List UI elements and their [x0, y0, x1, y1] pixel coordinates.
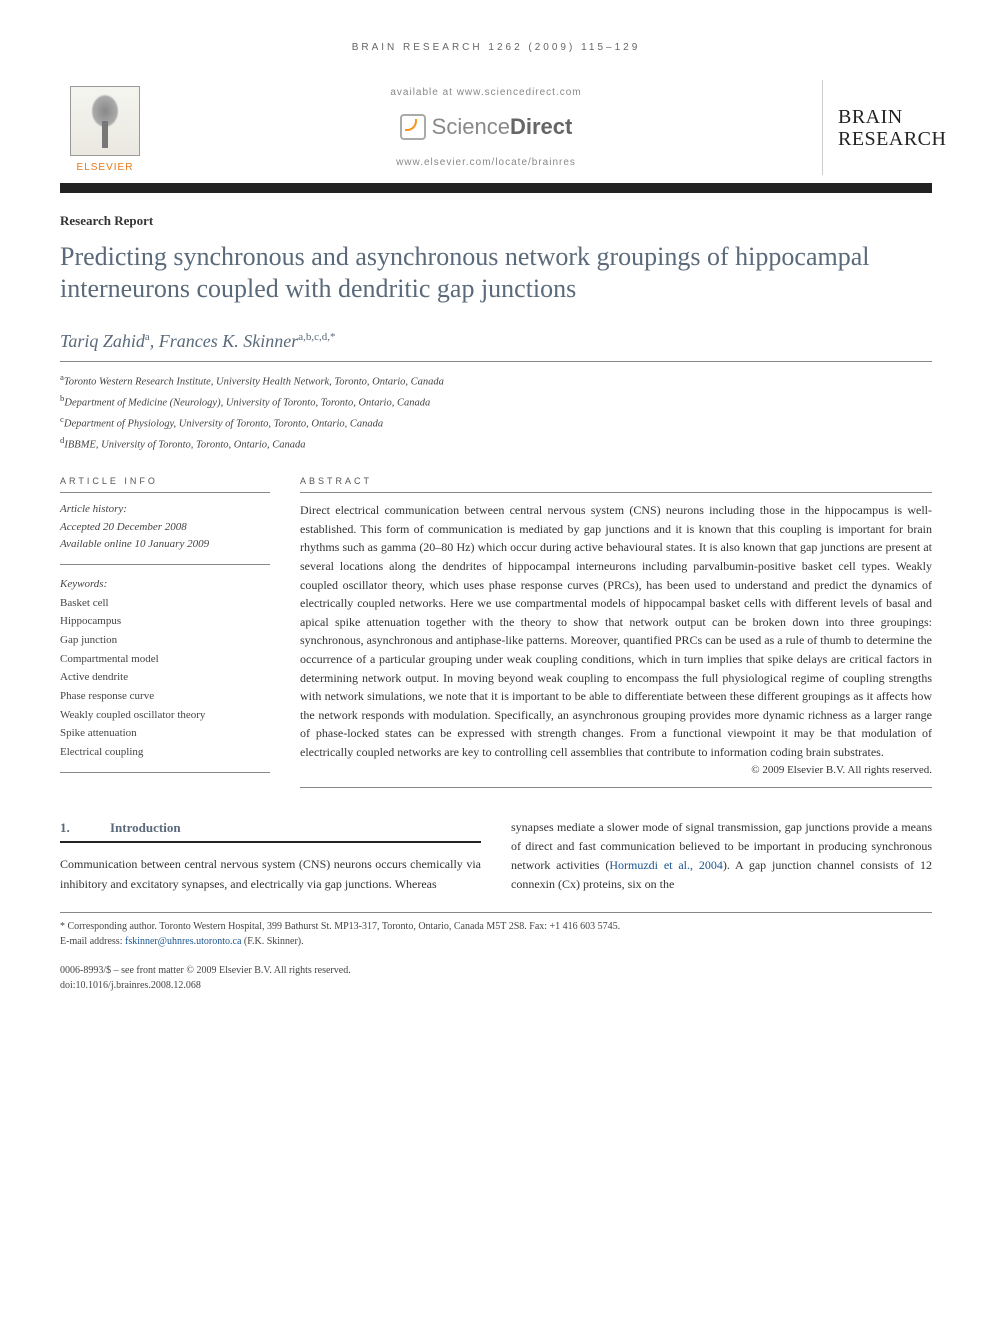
affiliations: aToronto Western Research Institute, Uni… [60, 370, 932, 455]
issn-line: 0006-8993/$ – see front matter © 2009 El… [60, 963, 932, 978]
sd-light: Science [432, 114, 510, 139]
keyword: Phase response curve [60, 687, 270, 706]
intro-para-1-cont: synapses mediate a slower mode of signal… [511, 818, 932, 895]
author-1: Tariq Zahid [60, 331, 145, 351]
online-date: Available online 10 January 2009 [60, 538, 209, 550]
publisher-name: ELSEVIER [77, 160, 134, 175]
section-heading: 1. Introduction [60, 818, 481, 844]
center-links: available at www.sciencedirect.com Scien… [150, 85, 822, 170]
article-history: Article history: Accepted 20 December 20… [60, 501, 270, 565]
doi-line: doi:10.1016/j.brainres.2008.12.068 [60, 978, 932, 993]
keywords-label: Keywords: [60, 575, 270, 594]
affiliation-b: bDepartment of Medicine (Neurology), Uni… [60, 391, 932, 412]
journal-cover: BRAIN RESEARCH [822, 80, 932, 175]
info-abstract-row: ARTICLE INFO Article history: Accepted 2… [60, 475, 932, 788]
article-type: Research Report [60, 211, 932, 231]
running-head: BRAIN RESEARCH 1262 (2009) 115–129 [60, 40, 932, 55]
author-2: Frances K. Skinner [159, 331, 298, 351]
thick-rule [60, 183, 932, 193]
history-label: Article history: [60, 501, 270, 519]
section-title: Introduction [110, 818, 181, 839]
article-title: Predicting synchronous and asynchronous … [60, 241, 932, 306]
abstract-text: Direct electrical communication between … [300, 501, 932, 787]
keywords-block: Keywords: Basket cell Hippocampus Gap ju… [60, 575, 270, 773]
elsevier-tree-icon [70, 86, 140, 156]
keyword: Gap junction [60, 631, 270, 650]
keyword: Electrical coupling [60, 743, 270, 762]
affiliation-c: cDepartment of Physiology, University of… [60, 412, 932, 433]
journal-name-line1: BRAIN [838, 106, 903, 128]
keyword: Active dendrite [60, 668, 270, 687]
email-link[interactable]: fskinner@uhnres.utoronto.ca [125, 936, 241, 947]
author-2-aff: a,b,c,d,* [298, 331, 335, 343]
author-1-aff: a [145, 331, 150, 343]
abstract-column: ABSTRACT Direct electrical communication… [300, 475, 932, 788]
footer-meta: 0006-8993/$ – see front matter © 2009 El… [60, 963, 932, 993]
elsevier-logo: ELSEVIER [60, 80, 150, 175]
abstract-head: ABSTRACT [300, 475, 932, 494]
intro-para-1: Communication between central nervous sy… [60, 855, 481, 893]
body-col-left: 1. Introduction Communication between ce… [60, 818, 481, 895]
keyword: Spike attenuation [60, 724, 270, 743]
section-number: 1. [60, 818, 110, 839]
sciencedirect-icon [400, 114, 426, 140]
keyword: Basket cell [60, 594, 270, 613]
corr-author-line: * Corresponding author. Toronto Western … [60, 919, 932, 934]
authors: Tariq Zahida, Frances K. Skinnera,b,c,d,… [60, 328, 932, 355]
sd-bold: Direct [510, 114, 572, 139]
keyword: Weakly coupled oscillator theory [60, 706, 270, 725]
author-rule [60, 361, 932, 362]
article-info-head: ARTICLE INFO [60, 475, 270, 494]
affiliation-d: dIBBME, University of Toronto, Toronto, … [60, 433, 932, 454]
footnote-rule [60, 912, 932, 913]
keyword: Hippocampus [60, 612, 270, 631]
body-col-right: synapses mediate a slower mode of signal… [511, 818, 932, 895]
corresponding-footnote: * Corresponding author. Toronto Western … [60, 919, 932, 949]
keyword: Compartmental model [60, 650, 270, 669]
body-columns: 1. Introduction Communication between ce… [60, 818, 932, 895]
sciencedirect-text: ScienceDirect [432, 110, 573, 143]
accepted-date: Accepted 20 December 2008 [60, 521, 187, 533]
abstract-copyright: © 2009 Elsevier B.V. All rights reserved… [300, 762, 932, 779]
locate-url: www.elsevier.com/locate/brainres [150, 155, 822, 170]
header-block: ELSEVIER available at www.sciencedirect.… [60, 80, 932, 175]
sciencedirect-logo: ScienceDirect [400, 110, 573, 143]
email-line: E-mail address: fskinner@uhnres.utoronto… [60, 934, 932, 949]
journal-name-line2: RESEARCH [838, 128, 946, 150]
affiliation-a: aToronto Western Research Institute, Uni… [60, 370, 932, 391]
citation-link[interactable]: Hormuzdi et al., 2004 [609, 858, 723, 872]
available-at: available at www.sciencedirect.com [150, 85, 822, 100]
article-info: ARTICLE INFO Article history: Accepted 2… [60, 475, 270, 788]
